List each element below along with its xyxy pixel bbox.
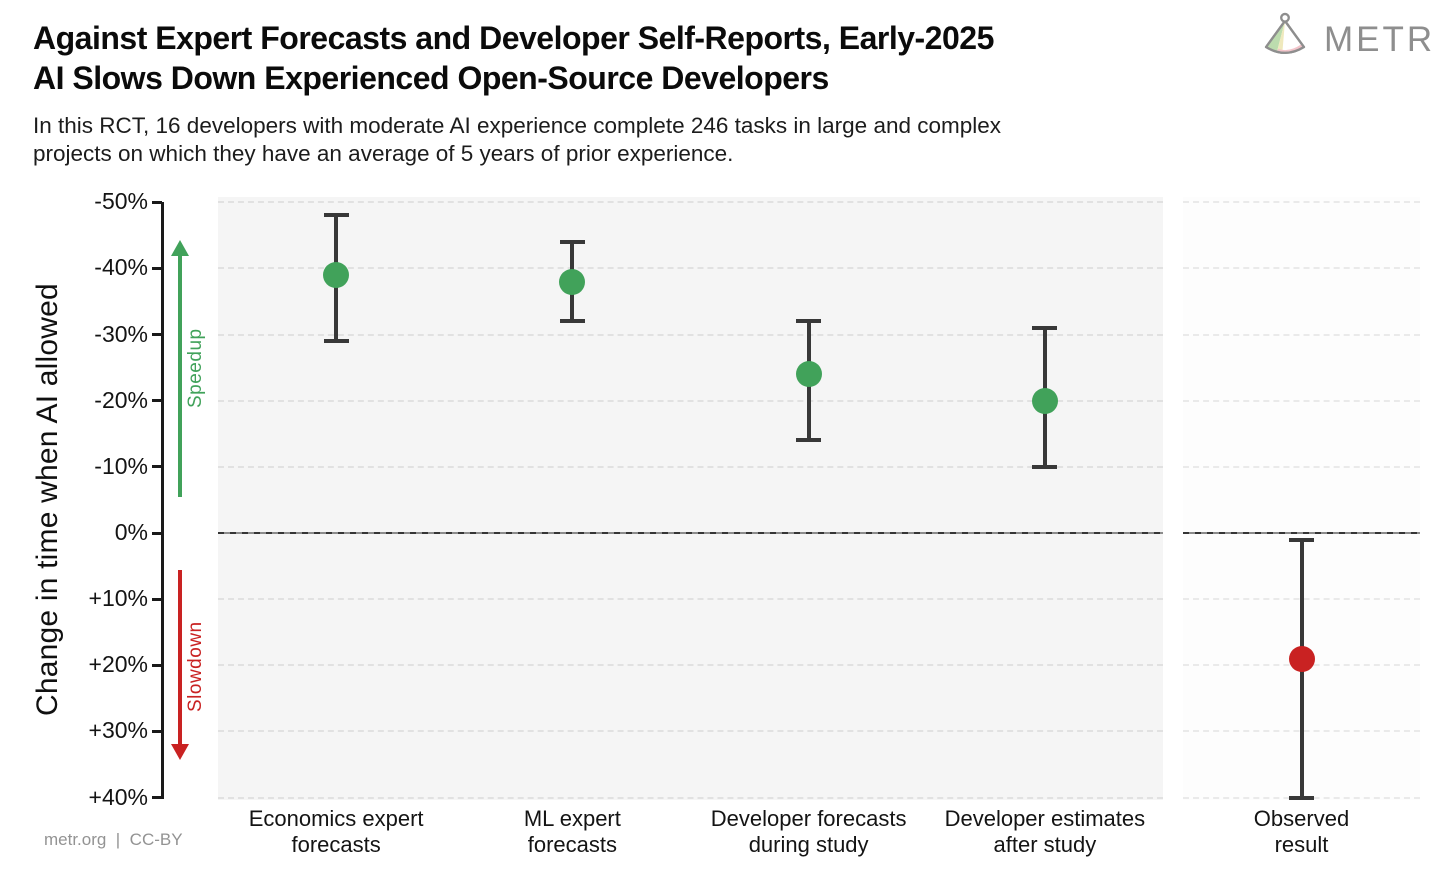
y-tick-40pct [152,796,162,800]
y-tick--40pct [152,266,162,270]
gridline-right--50pct [1183,201,1420,204]
error-cap-top-observed-result [1289,537,1314,542]
error-cap-top-developer-forecasts-during-study [796,319,822,324]
x-axis-label-developer-estimates-after-study: Developer estimates after study [944,806,1146,857]
y-tick-label--40pct: -40% [94,254,148,281]
gridline-right--10pct [1183,465,1420,468]
x-axis-label-ml-expert-forecasts: ML expert forecasts [523,806,621,857]
error-cap-top-ml-expert-forecasts [559,239,585,244]
gridline-main--40pct [218,267,1163,270]
y-tick--10pct [152,465,162,469]
forecast-panel-background [218,197,1163,800]
y-tick-label-20pct: +20% [88,651,148,678]
metronome-wedge-icon [1258,11,1312,70]
x-axis-label-developer-forecasts-during-study: Developer forecasts during study [710,806,907,857]
data-point-developer-forecasts-during-study [795,361,822,388]
error-cap-top-developer-estimates-after-study [1032,325,1058,330]
y-tick-label--50pct: -50% [94,188,148,215]
gridline-main--30pct [218,333,1163,336]
gridline-main-20pct [218,664,1163,667]
gridline-main--10pct [218,465,1163,468]
gridline-main--50pct [218,201,1163,204]
error-cap-bottom-developer-forecasts-during-study [796,438,822,443]
chart-title-line-1: Against Expert Forecasts and Developer S… [33,20,994,56]
speedup-arrow-shaft [178,254,182,497]
chart-subtitle-line-1: In this RCT, 16 developers with moderate… [33,113,1002,138]
chart-subtitle-line-2: projects on which they have an average o… [33,141,734,166]
data-point-developer-estimates-after-study [1031,387,1058,414]
gridline-right--40pct [1183,267,1420,270]
y-tick-10pct [152,597,162,601]
y-tick-label-0pct: 0% [114,519,148,545]
chart-title: Against Expert Forecasts and Developer S… [33,18,1253,98]
gridline-main-10pct [218,598,1163,601]
slowdown-arrow-head-icon [171,744,189,760]
y-tick-0pct [152,531,162,535]
y-axis-spine [161,202,164,799]
y-tick-label-10pct: +10% [88,585,148,612]
error-cap-bottom-ml-expert-forecasts [559,319,585,324]
gridline-right--20pct [1183,399,1420,402]
gridline-main-40pct [218,796,1163,799]
speedup-arrow-head-icon [171,240,189,256]
y-tick-label--10pct: -10% [94,452,148,479]
data-point-ml-expert-forecasts [559,268,586,295]
x-axis-label-observed-result: Observed result [1253,806,1350,857]
y-tick--30pct [152,333,162,337]
metr-logo-text: METR [1324,20,1436,59]
error-cap-bottom-economics-expert-forecasts [323,339,349,344]
zero-line-main [218,531,1163,535]
y-tick--20pct [152,399,162,403]
gridline-right--30pct [1183,333,1420,336]
y-tick-30pct [152,729,162,733]
y-tick-label--30pct: -30% [94,320,148,347]
gridline-main--20pct [218,399,1163,402]
error-cap-top-economics-expert-forecasts [323,213,349,218]
data-point-observed-result [1288,645,1315,672]
gridline-main-30pct [218,730,1163,733]
metr-logo: METR [1258,12,1444,68]
y-tick-label-30pct: +30% [88,717,148,744]
chart-title-line-2: AI Slows Down Experienced Open-Source De… [33,60,829,96]
slowdown-arrow-shaft [178,570,182,745]
source-credit: metr.org | CC-BY [44,830,183,849]
zero-line-right [1183,531,1420,535]
x-axis-label-economics-expert-forecasts: Economics expert forecasts [248,806,424,857]
y-tick-20pct [152,663,162,667]
chart-subtitle: In this RCT, 16 developers with moderate… [33,112,1293,168]
data-point-economics-expert-forecasts [323,262,350,288]
y-tick-label-40pct: +40% [88,783,148,810]
y-tick--50pct [152,200,162,204]
error-cap-bottom-observed-result [1289,795,1314,800]
error-cap-bottom-developer-estimates-after-study [1032,464,1058,469]
y-tick-label--20pct: -20% [94,386,148,413]
